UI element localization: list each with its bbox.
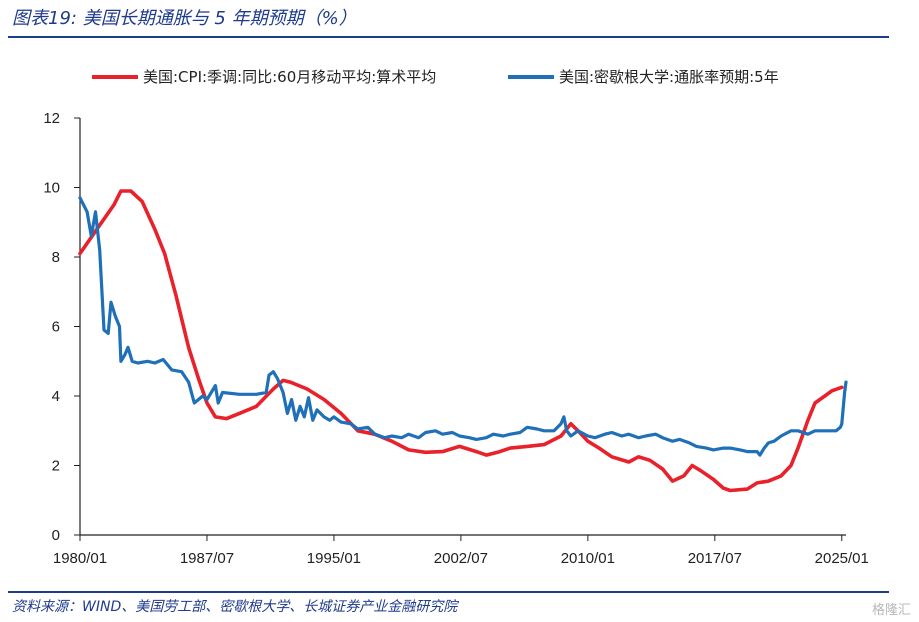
x-tick-label: 1980/01 bbox=[53, 550, 107, 567]
legend: 美国:CPI:季调:同比:60月移动平均:算术平均 美国:密歇根大学:通胀率预期… bbox=[92, 68, 779, 86]
y-tick-label: 4 bbox=[52, 388, 60, 405]
x-tick-label: 1987/07 bbox=[180, 550, 234, 567]
x-tick-label: 2017/07 bbox=[688, 550, 742, 567]
figure-title: 图表19: 美国长期通胀与 5 年期预期（%） bbox=[12, 8, 357, 29]
y-tick-label: 2 bbox=[52, 458, 60, 475]
source-note: 资料来源：WIND、美国劳工部、密歇根大学、长城证券产业金融研究院 bbox=[12, 599, 458, 615]
axes: 0 2 4 6 8 10 12 1980/01 1987/07 1995/01 2002/07 201… bbox=[43, 110, 869, 567]
legend-label-michigan: 美国:密歇根大学:通胀率预期:5年 bbox=[559, 68, 779, 86]
watermark-logo: 格隆汇 bbox=[871, 603, 911, 618]
y-tick-label: 6 bbox=[52, 319, 60, 336]
legend-label-cpi: 美国:CPI:季调:同比:60月移动平均:算术平均 bbox=[143, 68, 436, 86]
series-line-michigan-5yr-expectation bbox=[78, 196, 848, 457]
y-tick-label: 10 bbox=[43, 180, 60, 197]
y-tick-label: 8 bbox=[52, 249, 60, 266]
x-tick-label: 2025/01 bbox=[815, 550, 869, 567]
chart: 美国:CPI:季调:同比:60月移动平均:算术平均 美国:密歇根大学:通胀率预期… bbox=[43, 68, 869, 567]
title-rule bbox=[8, 36, 889, 38]
series-group bbox=[78, 189, 848, 493]
y-tick-label: 12 bbox=[43, 110, 60, 127]
series-line-cpi-5yr-avg bbox=[78, 189, 844, 493]
x-tick-label: 1995/01 bbox=[307, 550, 361, 567]
source-rule bbox=[8, 591, 889, 593]
x-tick-label: 2010/01 bbox=[561, 550, 615, 567]
y-tick-label: 0 bbox=[52, 527, 60, 544]
x-tick-label: 2002/07 bbox=[434, 550, 488, 567]
